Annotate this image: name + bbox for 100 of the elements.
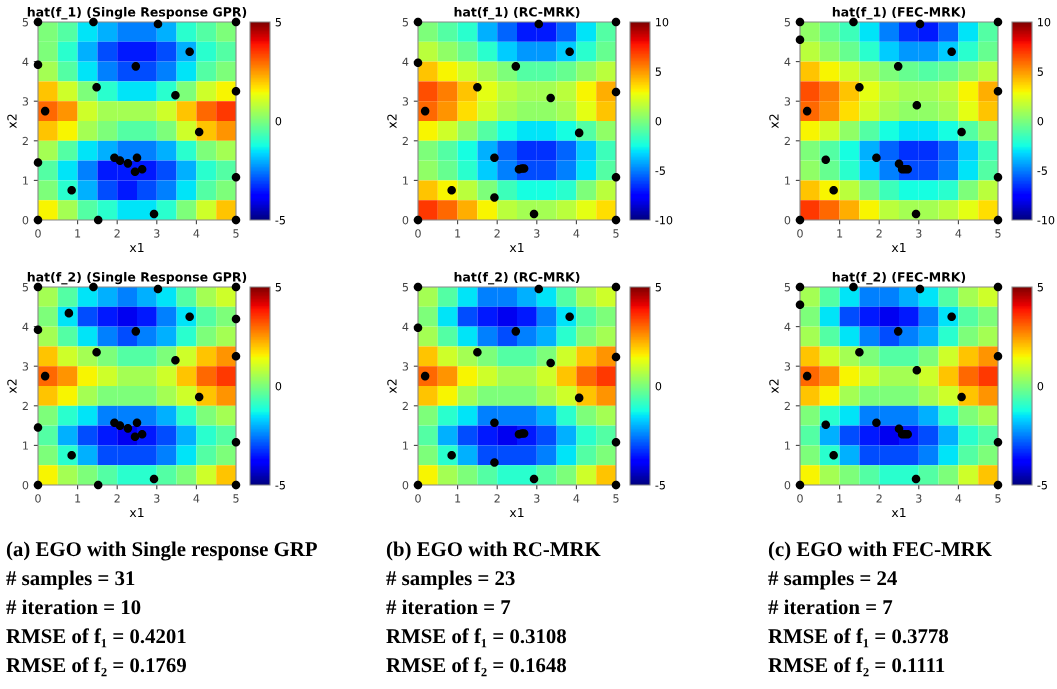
color-bar-label: 0	[275, 381, 282, 391]
x-tick-label: 1	[455, 494, 461, 503]
y-axis-title: x2	[7, 114, 17, 129]
x-tick-label: 1	[837, 494, 843, 503]
y-axis-title: x2	[769, 114, 779, 129]
x-tick-label: 1	[75, 494, 81, 503]
x-tick-label: 3	[534, 494, 540, 503]
text: RMSE of f₂ = 0.1111	[768, 657, 945, 677]
y-tick-label: 5	[22, 18, 28, 27]
y-tick-label: 3	[22, 97, 29, 106]
x-tick-label: 2	[494, 229, 500, 238]
color-bar-label: 10	[1038, 17, 1051, 27]
y-tick-label: 4	[402, 57, 409, 66]
x-tick-label: 3	[534, 229, 540, 238]
text: # iteration = 10	[6, 599, 141, 615]
y-tick-label: 4	[402, 322, 409, 331]
y-tick-label: 3	[22, 362, 29, 371]
x-tick-label: 5	[995, 494, 1001, 503]
color-bar-label: -5	[1037, 481, 1047, 490]
y-tick-label: 2	[784, 401, 790, 411]
y-tick-label: 2	[402, 136, 408, 146]
y-tick-label: 0	[22, 480, 29, 490]
x-tick-label: 5	[613, 229, 619, 238]
x-tick-label: 5	[233, 494, 239, 503]
x-tick-label: 1	[837, 229, 843, 238]
y-tick-label: 4	[22, 322, 29, 331]
x-axis-title: x1	[891, 507, 906, 518]
x-tick-label: 2	[114, 494, 120, 503]
y-axis-title: x2	[387, 379, 397, 394]
y-tick-label: 5	[402, 18, 408, 27]
color-bar-label: 5	[275, 18, 281, 27]
y-tick-label: 0	[402, 480, 409, 490]
x-tick-label: 5	[995, 229, 1001, 238]
y-tick-label: 1	[403, 176, 408, 185]
text: RMSE of f₁ = 0.3108	[386, 628, 567, 648]
y-tick-label: 1	[785, 441, 790, 450]
color-bar-label: 5	[1037, 283, 1043, 292]
x-tick-label: 4	[193, 229, 200, 238]
color-bar-label: -5	[275, 481, 285, 490]
color-bar-label: 0	[1037, 381, 1044, 391]
text: (a) EGO with Single response GRP	[6, 541, 317, 561]
x-tick-label: 0	[415, 229, 421, 238]
text: # samples = 23	[386, 570, 515, 590]
color-bar-label: -5	[1037, 166, 1047, 175]
x-tick-label: 5	[233, 229, 239, 238]
color-bar-label: -5	[275, 216, 285, 225]
color-bar-label: 0	[655, 381, 662, 391]
text: # iteration = 7	[386, 599, 511, 615]
y-tick-label: 2	[22, 136, 28, 146]
y-tick-label: 1	[403, 441, 408, 450]
x-tick-label: 2	[494, 494, 500, 503]
y-tick-label: 4	[22, 57, 29, 66]
y-tick-label: 3	[402, 362, 409, 371]
x-tick-label: 4	[955, 229, 962, 238]
text: RMSE of f₁ = 0.3778	[768, 628, 949, 648]
y-tick-label: 1	[785, 176, 790, 185]
y-tick-label: 5	[22, 283, 28, 292]
color-bar-label: 5	[1037, 67, 1043, 76]
color-bar-label: 0	[655, 116, 662, 126]
color-bar-label: 0	[1037, 116, 1044, 126]
x-tick-label: 1	[75, 229, 81, 238]
chart-title: hat(f_2) (RC-MRK)	[454, 271, 580, 285]
color-bar-label: -10	[1037, 215, 1055, 225]
x-tick-label: 3	[916, 229, 922, 238]
text: # samples = 24	[768, 570, 897, 590]
text: (b) EGO with RC-MRK	[386, 541, 601, 561]
chart-title: hat(f_1) (Single Response GPR)	[27, 6, 247, 20]
y-tick-label: 2	[784, 136, 790, 146]
x-tick-label: 3	[154, 494, 160, 503]
text: # samples = 31	[6, 570, 135, 590]
text: RMSE of f₂ = 0.1648	[386, 657, 567, 677]
x-tick-label: 4	[193, 494, 200, 503]
y-tick-label: 4	[784, 322, 791, 331]
y-tick-label: 1	[23, 176, 28, 185]
y-tick-label: 5	[402, 283, 408, 292]
y-tick-label: 3	[784, 362, 791, 371]
x-tick-label: 0	[797, 229, 803, 238]
chart-title: hat(f_1) (RC-MRK)	[454, 6, 580, 20]
color-bar-label: -5	[655, 166, 665, 175]
x-tick-label: 3	[154, 229, 160, 238]
y-tick-label: 5	[784, 283, 790, 292]
x-tick-label: 2	[114, 229, 120, 238]
color-bar-label: 5	[655, 67, 661, 76]
x-axis-title: x1	[509, 507, 524, 518]
text: # iteration = 7	[768, 599, 893, 615]
color-bar-label: 0	[275, 116, 282, 126]
y-tick-label: 0	[22, 215, 29, 225]
x-axis-title: x1	[129, 507, 144, 518]
color-bar-label: 5	[655, 283, 661, 292]
y-tick-label: 3	[784, 97, 791, 106]
x-tick-label: 0	[415, 494, 421, 503]
x-tick-label: 0	[35, 494, 41, 503]
y-tick-label: 2	[22, 401, 28, 411]
y-tick-label: 4	[784, 57, 791, 66]
x-tick-label: 4	[955, 494, 962, 503]
x-tick-label: 0	[797, 494, 803, 503]
text: (c) EGO with FEC-MRK	[768, 541, 992, 561]
text: RMSE of f₁ = 0.4201	[6, 628, 186, 648]
color-bar-label: -5	[655, 481, 665, 490]
y-axis-title: x2	[7, 379, 17, 394]
